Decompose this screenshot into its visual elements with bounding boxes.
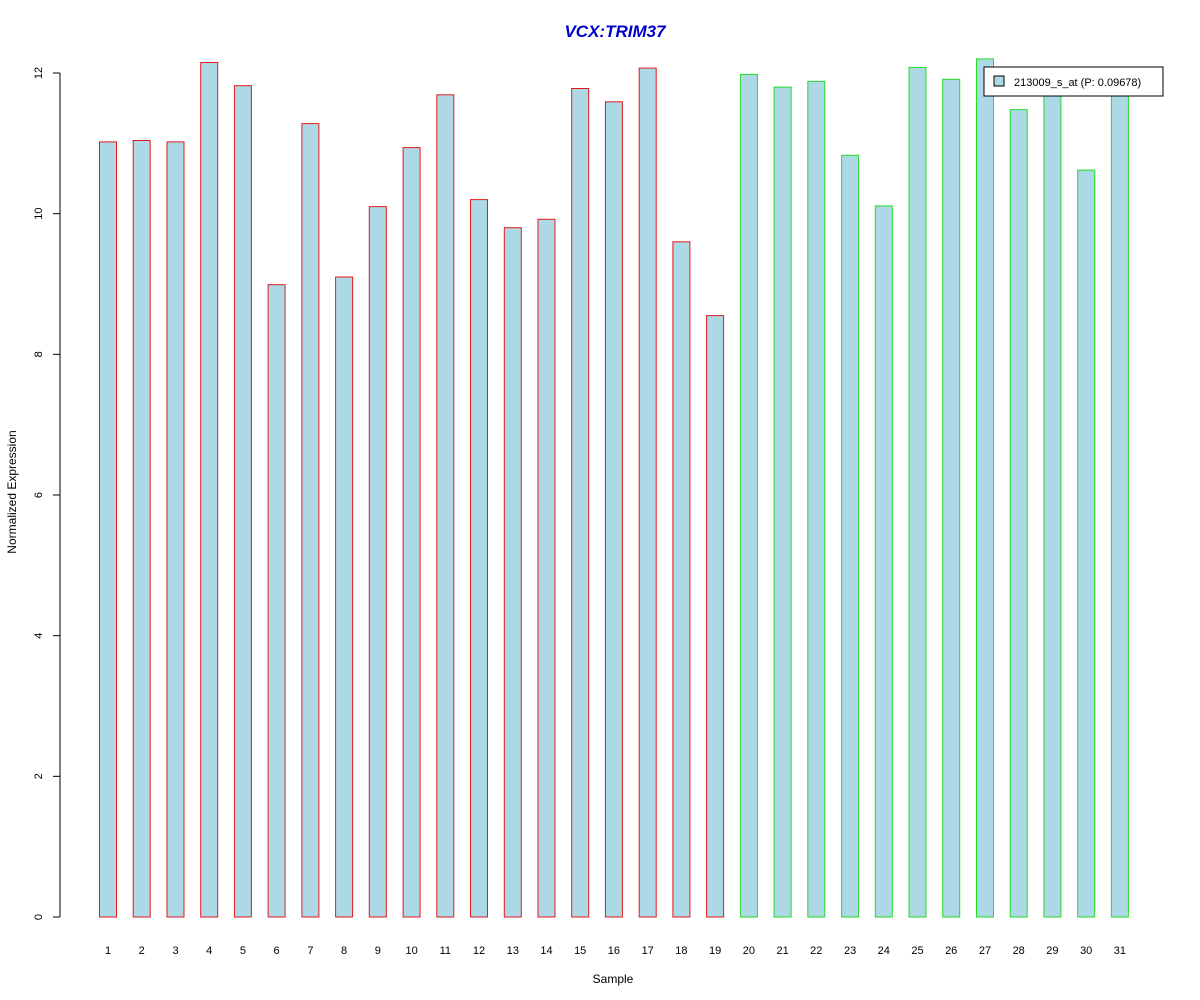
x-tick-label: 13 <box>507 945 519 957</box>
bar-sample-19 <box>706 315 725 918</box>
x-tick-label: 12 <box>473 945 485 957</box>
bar-sample-31 <box>1110 90 1129 918</box>
bars-group <box>99 58 1129 918</box>
bar-sample-16 <box>604 101 623 918</box>
bar-sample-11 <box>436 94 455 918</box>
x-tick-label: 28 <box>1013 945 1025 957</box>
x-tick-label: 31 <box>1114 945 1126 957</box>
x-tick-label: 1 <box>105 945 111 957</box>
y-tick-label: 2 <box>33 773 45 779</box>
x-tick-label: 27 <box>979 945 991 957</box>
bar-sample-21 <box>773 86 792 918</box>
bar-sample-1 <box>99 141 117 918</box>
x-tick-label: 4 <box>206 945 212 957</box>
bar-sample-24 <box>874 205 893 918</box>
y-tick-label: 10 <box>33 208 45 220</box>
chart-title: VCX:TRIM37 <box>564 22 667 41</box>
y-tick-label: 0 <box>33 914 45 920</box>
y-axis-title: Normalized Expression <box>5 430 19 553</box>
y-tick-label: 6 <box>33 492 45 498</box>
legend-swatch <box>993 75 1005 87</box>
y-tick-label: 4 <box>33 633 45 639</box>
bar-sample-28 <box>1009 109 1028 918</box>
bar-sample-29 <box>1043 93 1062 918</box>
x-tick-label: 2 <box>139 945 145 957</box>
y-tick-label: 8 <box>33 351 45 357</box>
x-tick-label: 18 <box>675 945 687 957</box>
legend: 213009_s_at (P: 0.09678) <box>983 66 1164 97</box>
legend-box <box>983 66 1164 97</box>
bar-sample-10 <box>402 147 421 918</box>
bar-sample-22 <box>807 80 826 918</box>
bar-sample-7 <box>301 123 320 918</box>
bar-sample-9 <box>368 206 387 918</box>
x-tick-label: 30 <box>1080 945 1092 957</box>
x-tick-label: 24 <box>878 945 890 957</box>
x-tick-label: 29 <box>1046 945 1058 957</box>
bar-sample-2 <box>132 140 151 918</box>
x-tick-label: 25 <box>911 945 923 957</box>
x-tick-label: 17 <box>642 945 654 957</box>
x-tick-label: 10 <box>405 945 417 957</box>
x-tick-label: 3 <box>172 945 178 957</box>
x-tick-label: 20 <box>743 945 755 957</box>
bar-sample-17 <box>638 67 657 918</box>
bar-sample-8 <box>335 276 354 918</box>
bar-sample-5 <box>233 85 252 918</box>
x-tick-label: 11 <box>440 945 451 957</box>
bar-sample-18 <box>672 241 691 918</box>
x-tick-label: 7 <box>307 945 313 957</box>
bar-sample-14 <box>537 218 556 918</box>
bar-sample-27 <box>976 58 994 918</box>
bar-sample-25 <box>908 66 927 918</box>
x-tick-label: 6 <box>274 945 280 957</box>
x-tick-label: 14 <box>540 945 552 957</box>
x-tick-label: 22 <box>810 945 822 957</box>
x-tick-label: 15 <box>574 945 586 957</box>
bar-sample-15 <box>571 88 590 918</box>
x-tick-label: 16 <box>608 945 620 957</box>
x-axis-title: Sample <box>593 972 634 986</box>
x-tick-label: 23 <box>844 945 856 957</box>
bar-sample-20 <box>739 73 758 918</box>
x-tick-label: 5 <box>240 945 246 957</box>
y-tick-label: 12 <box>33 67 45 79</box>
x-tick-labels: 1 2 3 4 5 6 7 8 9 10 11 12 13 14 15 16 17 18 19 20 21 22 23 24 2… <box>105 945 1126 957</box>
x-tick-label: 9 <box>375 945 381 957</box>
bar-sample-6 <box>267 284 286 918</box>
bar-sample-23 <box>841 154 860 918</box>
bar-sample-13 <box>503 227 522 918</box>
x-tick-label: 8 <box>341 945 347 957</box>
legend-label: 213009_s_at (P: 0.09678) <box>1014 77 1141 89</box>
bar-sample-30 <box>1077 169 1096 918</box>
bar-sample-12 <box>470 199 488 918</box>
x-tick-label: 26 <box>945 945 957 957</box>
y-axis: 0 2 4 6 8 10 12 <box>33 67 61 920</box>
x-tick-label: 21 <box>776 945 788 957</box>
bar-sample-3 <box>166 141 185 918</box>
bar-sample-26 <box>942 78 961 918</box>
bar-sample-4 <box>200 62 219 918</box>
x-tick-label: 19 <box>709 945 721 957</box>
